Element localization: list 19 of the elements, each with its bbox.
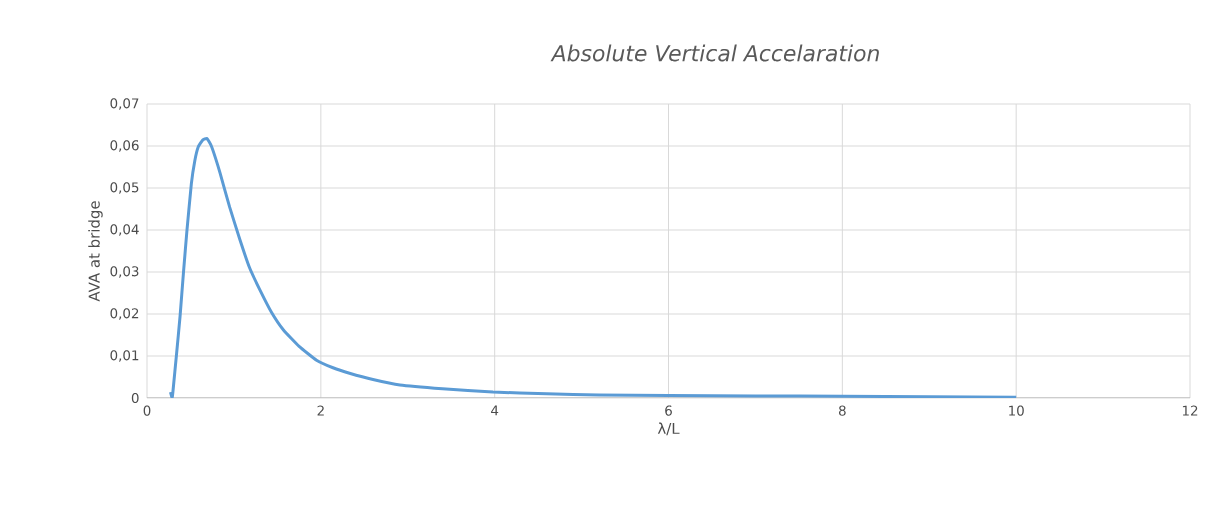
x-tick-label: 6 <box>665 405 672 416</box>
y-tick-label: 0,03 <box>110 266 139 278</box>
x-tick-label: 0 <box>143 405 151 416</box>
y-tick-label: 0,02 <box>110 308 139 320</box>
x-tick-label: 12 <box>1182 405 1198 416</box>
x-tick-label: 10 <box>1009 405 1024 416</box>
x-tick-label: 2 <box>317 405 324 416</box>
x-axis-title: λ/L <box>657 422 680 436</box>
chart-title: Absolute Vertical Accelaration <box>550 44 879 62</box>
y-tick-label: 0,05 <box>110 182 139 194</box>
y-tick-label: 0,04 <box>110 224 139 236</box>
x-tick-label: 4 <box>491 405 499 416</box>
y-tick-label: 0,07 <box>110 98 139 110</box>
x-tick-label: 8 <box>838 405 846 416</box>
y-tick-label: 0 <box>131 392 139 404</box>
y-tick-label: 0,01 <box>110 350 139 362</box>
y-axis-title: AVA at bridge <box>88 201 103 302</box>
y-tick-label: 0,06 <box>110 140 139 152</box>
line-series <box>168 136 1018 398</box>
